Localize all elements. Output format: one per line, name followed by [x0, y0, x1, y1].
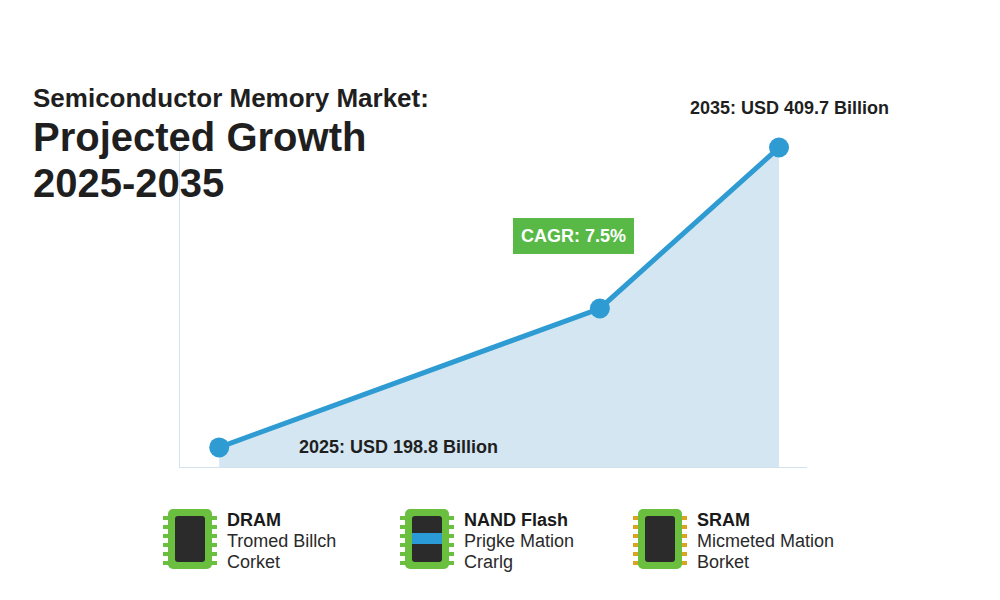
html-text:Semiconductor Memory Market:: Semiconductor Memory Market:: [33, 83, 429, 113]
html-text:Crarlg: Crarlg: [464, 552, 513, 572]
html-text:Prigke Mation: Prigke Mation: [464, 531, 575, 551]
html-text:Tromed Billch: Tromed Billch: [227, 531, 337, 551]
html-text:Borket: Borket: [697, 552, 749, 572]
svg-text:2035: USD 409.7 Billion: 2035: USD 409.7 Billion: [690, 98, 889, 118]
svg-text:CAGR: 7.5%: CAGR: 7.5%: [521, 226, 626, 246]
html-text:Projected Growth: Projected Growth: [33, 115, 367, 159]
html-text:Corket: Corket: [227, 552, 280, 572]
html-text:2025-2035: 2025-2035: [33, 161, 225, 205]
html-text:NAND Flash: NAND Flash: [464, 510, 568, 530]
svg-text:2025: USD 198.8 Billion: 2025: USD 198.8 Billion: [299, 437, 498, 457]
html-text:Micmeted Mation: Micmeted Mation: [697, 531, 835, 551]
html-text:DRAM: DRAM: [227, 510, 281, 530]
html-text:SRAM: SRAM: [697, 510, 750, 530]
